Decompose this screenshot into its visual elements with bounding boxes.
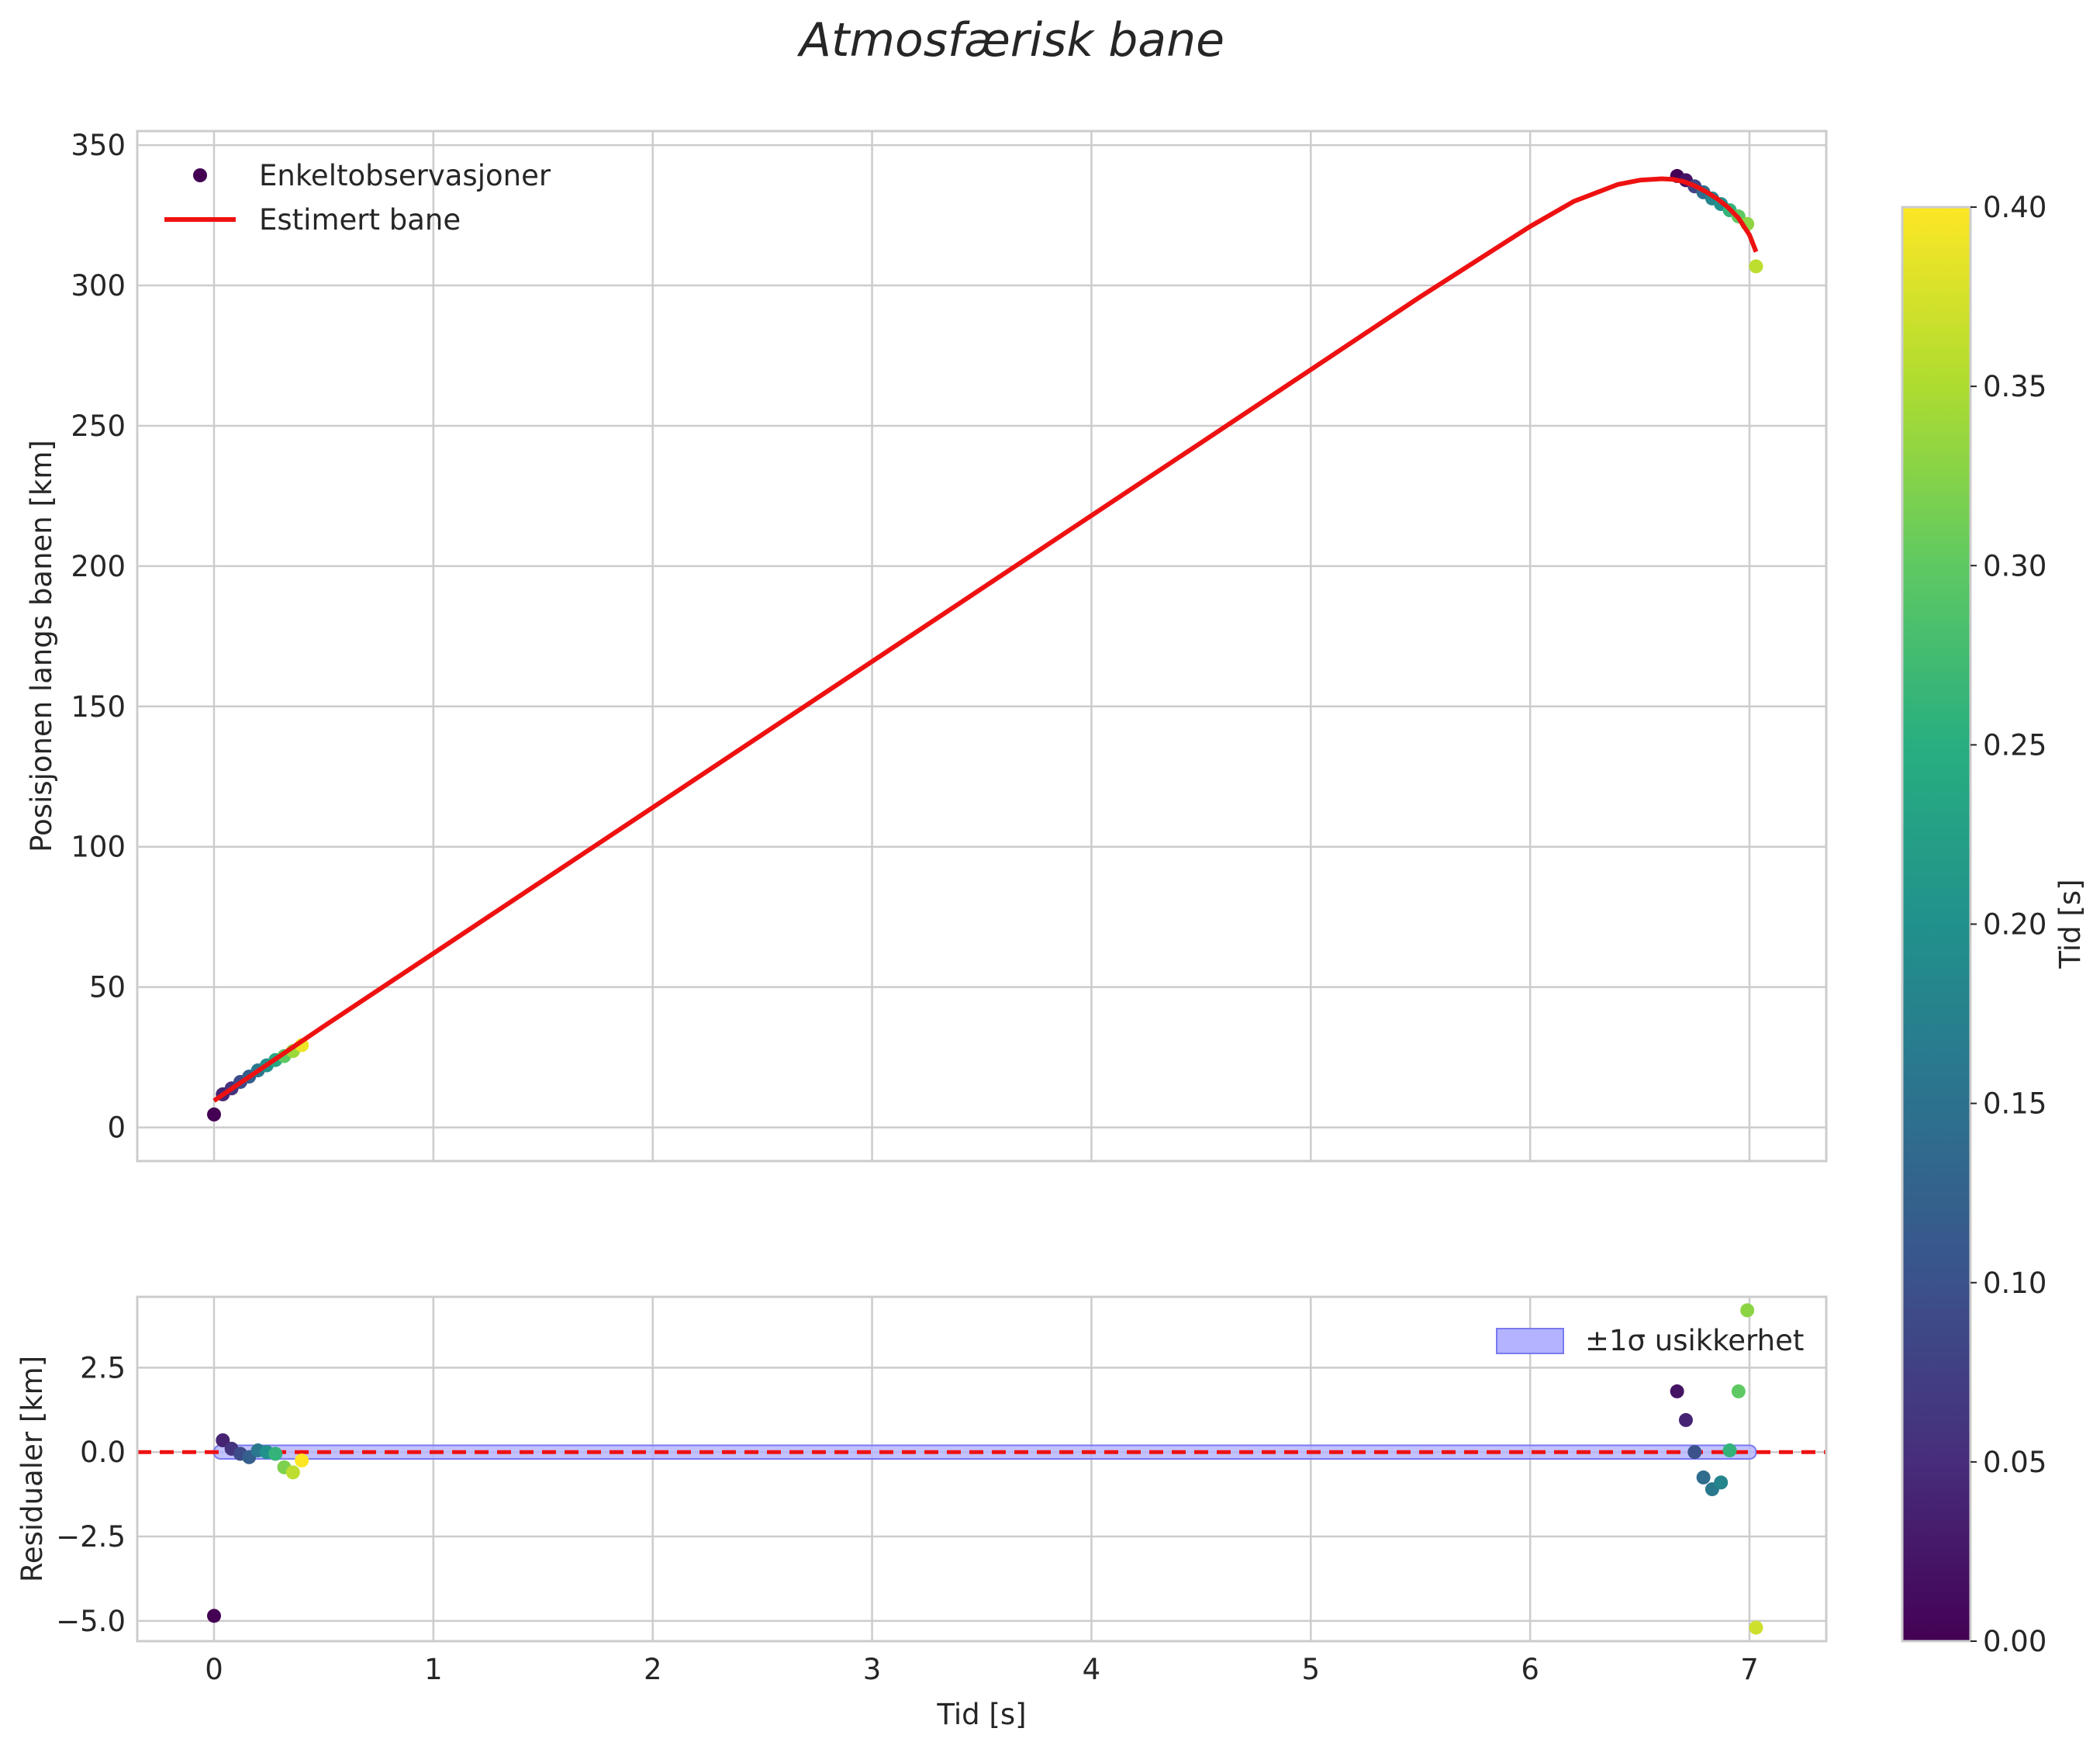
colorbar-tick-label: 0.15 — [1983, 1087, 2046, 1121]
main-y-tick-label: 350 — [71, 129, 126, 162]
colorbar-label: Tid [s] — [2053, 879, 2087, 969]
residual-point — [1740, 1303, 1755, 1318]
colorbar-tick-label: 0.30 — [1983, 549, 2046, 582]
main-grid — [137, 131, 1826, 1161]
main-frame — [136, 130, 1828, 1163]
main-y-tick-label: 200 — [71, 550, 126, 583]
residual-panel: −5.0 −2.5 0.0 2.5 Residualer [km] ±1σ usikk… — [16, 1295, 1828, 1643]
residual-y-tick-label: 2.5 — [80, 1351, 126, 1384]
main-y-tick-label: 250 — [71, 410, 126, 443]
legend-scatter-label: Enkeltobservasjoner — [259, 159, 551, 192]
residual-series — [137, 1303, 1826, 1635]
colorbar: 0.00 0.05 0.10 0.15 0.20 0.25 0.30 0.35 0.40 Tid… — [1901, 191, 2087, 1658]
residual-y-tick-label: −2.5 — [56, 1520, 126, 1554]
colorbar-tick-labels: 0.00 0.05 0.10 0.15 0.20 0.25 0.30 0.35 0.40 — [1970, 191, 2046, 1658]
legend-scatter-marker — [193, 168, 207, 182]
x-tick-label: 1 — [424, 1653, 443, 1686]
main-y-tick-labels: 0 50 100 150 200 250 300 350 — [71, 129, 126, 1144]
residual-point — [268, 1446, 283, 1461]
x-tick-label: 7 — [1740, 1653, 1759, 1686]
main-y-axis-label: Posisjonen langs banen [km] — [25, 440, 58, 852]
residual-point — [1687, 1445, 1702, 1460]
main-y-tick-label: 150 — [71, 690, 126, 724]
residual-y-tick-label: 0.0 — [80, 1436, 126, 1469]
fit-line — [212, 176, 1759, 1103]
main-y-tick-label: 50 — [89, 971, 126, 1004]
colorbar-tick-label: 0.25 — [1983, 728, 2046, 762]
x-tick-label: 6 — [1521, 1653, 1539, 1686]
residual-point — [207, 1609, 221, 1623]
residual-y-tick-label: −5.0 — [56, 1605, 126, 1638]
residual-point — [216, 1433, 230, 1447]
x-tick-label: 5 — [1302, 1653, 1321, 1686]
legend-band-swatch — [1496, 1328, 1564, 1354]
colorbar-tick-label: 0.10 — [1983, 1267, 2046, 1300]
legend-line-label: Estimert bane — [259, 203, 461, 237]
main-y-tick-label: 100 — [71, 831, 126, 864]
residual-point — [1670, 1384, 1684, 1398]
main-y-tick-label: 0 — [107, 1111, 126, 1145]
colorbar-gradient — [1901, 206, 1972, 1643]
colorbar-tick-label: 0.05 — [1983, 1446, 2046, 1479]
residual-legend: ±1σ usikkerhet — [1496, 1324, 1804, 1357]
colorbar-tick-label: 0.40 — [1983, 191, 2046, 224]
residual-point — [1731, 1384, 1746, 1398]
main-y-tick-label: 300 — [71, 269, 126, 302]
uncertainty-band — [213, 1444, 1757, 1460]
chart-title: Atmosfærisk bane — [796, 13, 1224, 67]
observation-point — [207, 1107, 221, 1122]
residual-point — [1749, 1620, 1763, 1635]
colorbar-tick-label: 0.35 — [1983, 370, 2046, 403]
legend-band-label: ±1σ usikkerhet — [1585, 1324, 1804, 1357]
residual-point — [295, 1453, 309, 1468]
colorbar-tick-label: 0.20 — [1983, 908, 2046, 942]
colorbar-tick-label: 0.00 — [1983, 1625, 2046, 1658]
x-tick-label: 4 — [1083, 1653, 1101, 1686]
x-tick-label: 2 — [644, 1653, 662, 1686]
residual-point — [1714, 1475, 1729, 1490]
observation-point — [1749, 259, 1763, 274]
main-panel: 0 50 100 150 200 250 300 350 Posisjonen langs b… — [25, 129, 1828, 1163]
residual-point — [285, 1465, 300, 1480]
residual-y-axis-label: Residualer [km] — [16, 1356, 49, 1582]
x-tick-label: 0 — [205, 1653, 223, 1686]
residual-point — [1722, 1443, 1737, 1458]
residual-point — [1696, 1470, 1711, 1485]
residual-grid — [137, 1297, 1826, 1641]
x-tick-labels: 0 1 2 3 4 5 6 7 — [205, 1653, 1759, 1686]
residual-frame — [136, 1295, 1828, 1643]
residual-y-tick-labels: −5.0 −2.5 0.0 2.5 — [56, 1351, 126, 1637]
x-tick-label: 3 — [863, 1653, 882, 1686]
residual-point — [1678, 1412, 1693, 1427]
x-axis-label: Tid [s] — [936, 1698, 1026, 1731]
main-series — [207, 168, 1763, 1122]
main-legend: Enkeltobservasjoner Estimert bane — [164, 159, 551, 237]
